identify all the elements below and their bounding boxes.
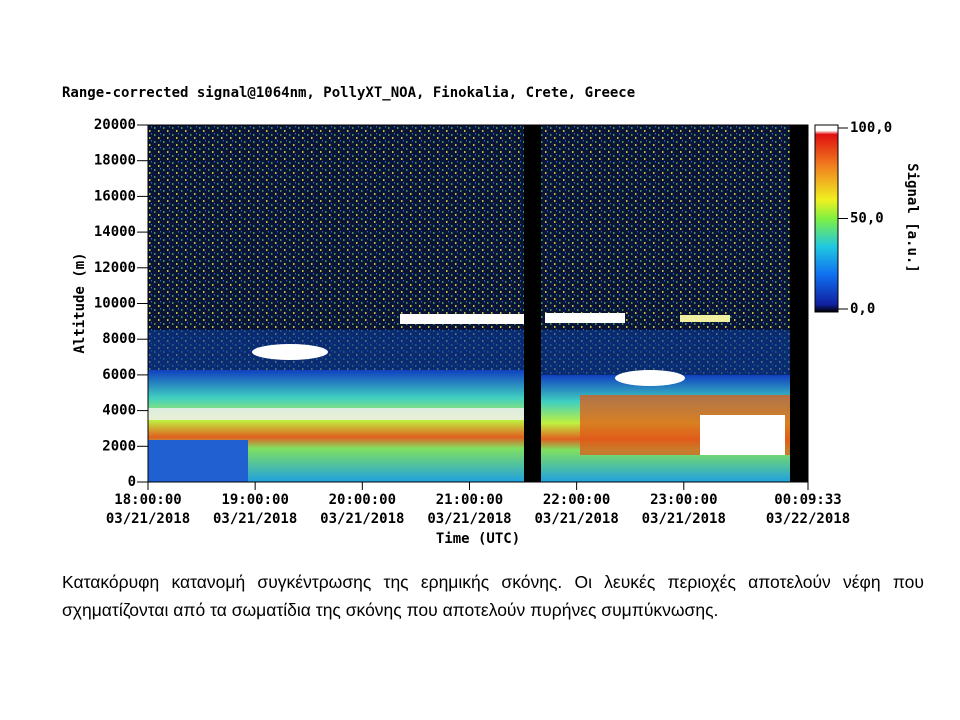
- y-tick-label: 20000: [94, 117, 136, 133]
- x-tick-label: 03/21/2018: [106, 511, 190, 527]
- x-tick-label: 03/21/2018: [642, 511, 726, 527]
- y-axis-label: Altitude (m): [72, 252, 88, 353]
- x-tick-label: 18:00:00: [114, 492, 181, 508]
- y-tick-label: 14000: [94, 224, 136, 240]
- y-tick-label: 8000: [102, 331, 136, 347]
- colorbar-tick-label: 0,0: [850, 301, 875, 317]
- x-tick-label: 03/22/2018: [766, 511, 850, 527]
- chart-title: Range-corrected signal@1064nm, PollyXT_N…: [62, 85, 635, 101]
- colorbar: [814, 124, 839, 313]
- colorbar-label: Signal [a.u.]: [904, 163, 920, 273]
- y-tick-label: 12000: [94, 260, 136, 276]
- y-tick-label: 4000: [102, 403, 136, 419]
- colorbar-tick-label: 100,0: [850, 120, 892, 136]
- x-tick-label: 03/21/2018: [320, 511, 404, 527]
- y-tick-label: 16000: [94, 188, 136, 204]
- heatmap: [148, 125, 808, 482]
- y-tick-label: 0: [128, 474, 136, 490]
- x-tick-label: 03/21/2018: [213, 511, 297, 527]
- x-tick-label: 21:00:00: [436, 492, 503, 508]
- chart: Range-corrected signal@1064nm, PollyXT_N…: [62, 85, 920, 547]
- x-axis-label: Time (UTC): [436, 531, 520, 547]
- y-tick-label: 6000: [102, 367, 136, 383]
- x-tick-label: 00:09:33: [774, 492, 841, 508]
- x-tick-label: 22:00:00: [543, 492, 610, 508]
- x-tick-label: 19:00:00: [221, 492, 288, 508]
- x-tick-label: 03/21/2018: [427, 511, 511, 527]
- y-tick-label: 2000: [102, 438, 136, 454]
- caption: Κατακόρυφη κατανομή συγκέντρωσης της ερη…: [62, 572, 924, 620]
- y-tick-label: 18000: [94, 153, 136, 169]
- x-tick-label: 20:00:00: [329, 492, 396, 508]
- x-tick-label: 23:00:00: [650, 492, 717, 508]
- x-tick-label: 03/21/2018: [534, 511, 618, 527]
- colorbar-tick-label: 50,0: [850, 211, 884, 227]
- y-tick-label: 10000: [94, 296, 136, 312]
